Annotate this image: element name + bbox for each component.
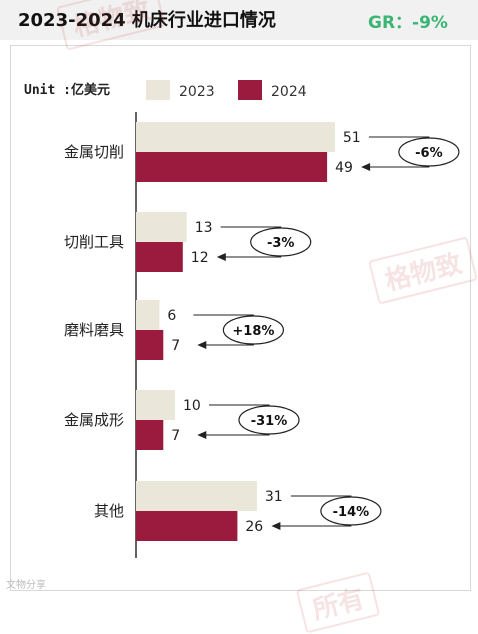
bar-2023 [136,481,257,511]
connector-line [220,226,282,228]
category-label: 其他 [94,502,124,520]
bar-2024 [136,330,164,360]
connector-arrow-line [368,166,430,168]
connector-line [368,136,430,138]
arrow-head [197,431,207,439]
legend-label-2023: 2023 [179,84,215,100]
legend-swatch-2024 [238,80,262,100]
change-label: -3% [267,236,294,251]
data-label-2023: 51 [343,130,361,146]
legend-swatch-2023 [146,80,170,100]
connector-line [209,404,270,406]
data-label-2023: 6 [167,308,176,324]
arrow-head [197,341,207,349]
connector-arrow-line [278,525,352,527]
data-label-2024: 12 [191,250,209,266]
bar-2024 [136,511,238,541]
connector-line [193,314,254,316]
change-ellipse [320,496,382,526]
change-ellipse [222,315,284,345]
credit-text: 文物分享 [6,580,46,591]
data-label-2024: 49 [335,160,353,176]
arrow-head [216,253,226,261]
change-ellipse [250,227,312,257]
data-label-2024: 7 [171,428,180,444]
connector-line [290,495,352,497]
bar-chart: Unit :亿美元 2023 2024 金属切削 51 49 -6% 切削工具 13 12 -3% 磨… [24,80,460,558]
category-label: 金属切削 [64,143,124,161]
connector-arrow-line [204,434,270,436]
growth-rate: GR：-9% [368,13,448,33]
unit-label: Unit :亿美元 [24,82,110,98]
data-label-2023: 13 [195,220,213,236]
bar-2024 [136,420,164,450]
legend-label-2024: 2024 [271,84,307,100]
bar-2023 [136,390,175,420]
bar-2024 [136,152,328,182]
change-ellipse [398,137,460,167]
change-label: +18% [232,324,274,339]
data-label-2023: 10 [183,398,201,414]
bar-2023 [136,212,187,242]
connector-arrow-line [223,256,282,258]
data-label-2024: 26 [245,519,263,535]
chart-title: 2023-2024 机床行业进口情况 [18,10,276,31]
arrow-head [271,522,281,530]
bar-2023 [136,300,160,330]
data-label-2024: 7 [171,338,180,354]
change-label: -14% [333,505,370,520]
title-bar: 2023-2024 机床行业进口情况 GR：-9% [0,0,478,40]
change-label: -31% [251,414,288,429]
change-label: -6% [415,146,442,161]
bar-2024 [136,242,183,272]
category-label: 切削工具 [64,233,124,251]
bar-2023 [136,122,335,152]
data-label-2023: 31 [265,489,283,505]
category-label: 金属成形 [64,411,124,429]
arrow-head [361,163,371,171]
category-label: 磨料磨具 [64,321,124,339]
change-ellipse [238,405,300,435]
